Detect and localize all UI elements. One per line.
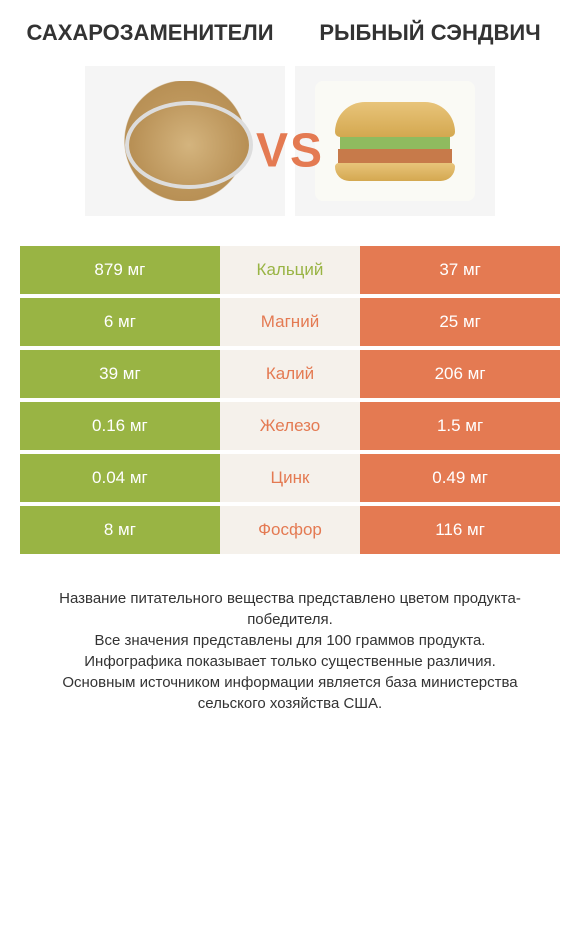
sandwich-illustration (315, 81, 475, 201)
value-left: 0.04 мг (20, 454, 220, 502)
value-right: 37 мг (360, 246, 560, 294)
product-right-image (295, 66, 495, 216)
nutrient-name: Магний (220, 298, 360, 346)
value-right: 116 мг (360, 506, 560, 554)
sandwich-icon (335, 102, 455, 181)
footer-line-2: Все значения представлены для 100 граммо… (30, 630, 550, 651)
images-row: VS (0, 56, 580, 246)
value-left: 6 мг (20, 298, 220, 346)
value-right: 206 мг (360, 350, 560, 398)
table-row: 0.04 мгЦинк0.49 мг (20, 454, 560, 502)
table-row: 6 мгМагний25 мг (20, 298, 560, 346)
value-left: 879 мг (20, 246, 220, 294)
footer-text: Название питательного вещества представл… (0, 558, 580, 734)
nutrient-name: Калий (220, 350, 360, 398)
infographic-container: Сахарозаменители Рыбный сэндвич VS 879 м… (0, 0, 580, 934)
product-left-title: Сахарозаменители (24, 20, 276, 46)
table-row: 0.16 мгЖелезо1.5 мг (20, 402, 560, 450)
vs-badge: VS (256, 124, 324, 179)
sweetener-illustration (105, 81, 265, 201)
nutrient-name: Кальций (220, 246, 360, 294)
footer-line-1: Название питательного вещества представл… (30, 588, 550, 630)
value-left: 0.16 мг (20, 402, 220, 450)
value-right: 1.5 мг (360, 402, 560, 450)
value-left: 39 мг (20, 350, 220, 398)
nutrient-name: Фосфор (220, 506, 360, 554)
footer-line-3: Инфографика показывает только существенн… (30, 651, 550, 672)
product-right-title: Рыбный сэндвич (304, 20, 556, 46)
value-right: 25 мг (360, 298, 560, 346)
table-row: 39 мгКалий206 мг (20, 350, 560, 398)
value-right: 0.49 мг (360, 454, 560, 502)
table-row: 879 мгКальций37 мг (20, 246, 560, 294)
table-row: 8 мгФосфор116 мг (20, 506, 560, 554)
value-left: 8 мг (20, 506, 220, 554)
nutrient-name: Железо (220, 402, 360, 450)
footer-line-4: Основным источником информации является … (30, 672, 550, 714)
nutrient-name: Цинк (220, 454, 360, 502)
comparison-table: 879 мгКальций37 мг6 мгМагний25 мг39 мгКа… (20, 246, 560, 558)
header: Сахарозаменители Рыбный сэндвич (0, 0, 580, 56)
